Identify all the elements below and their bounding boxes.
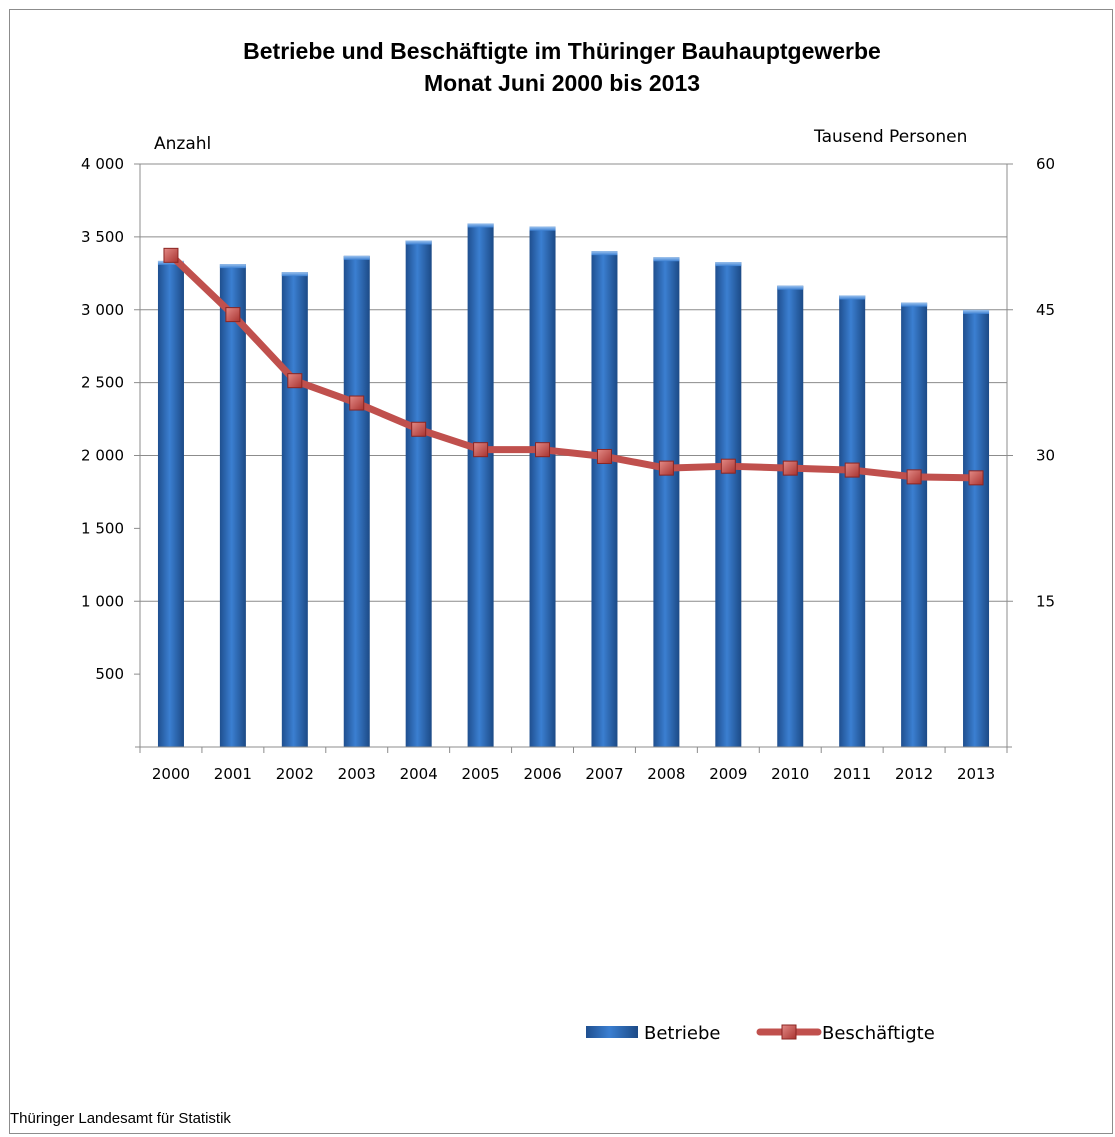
bar-betriebe: [219, 264, 246, 747]
marker-beschaeftigte: [225, 307, 241, 323]
bar-cap: [157, 260, 184, 265]
bar-cap: [467, 223, 494, 228]
x-tick-label: 2013: [957, 765, 995, 783]
bar-cap: [405, 240, 432, 245]
bar-betriebe: [281, 272, 308, 747]
marker-beschaeftigte: [844, 462, 860, 478]
y-axis-right-label: Tausend Personen: [814, 127, 968, 147]
chart-subtitle: Monat Juni 2000 bis 2013: [423, 70, 701, 96]
bar-cap: [653, 257, 680, 262]
bar-betriebe: [529, 226, 556, 748]
bar-cap: [777, 285, 804, 290]
legend-swatch-betriebe: [586, 1026, 638, 1038]
x-tick-label: 2003: [338, 765, 376, 783]
bar-betriebe: [405, 240, 432, 748]
bar-betriebe: [839, 295, 866, 747]
marker-beschaeftigte: [535, 442, 551, 458]
x-tick-label: 2006: [523, 765, 561, 783]
marker-beschaeftigte: [287, 373, 303, 389]
bar-cap: [219, 264, 246, 269]
y-left-tick-label: 2 000: [81, 447, 124, 465]
marker-beschaeftigte: [720, 458, 736, 474]
marker-beschaeftigte: [411, 421, 427, 437]
marker-beschaeftigte: [596, 448, 612, 464]
y-axis-left-label: Anzahl: [154, 134, 212, 154]
y-left-tick-label: 3 500: [81, 228, 124, 246]
x-tick-label: 2007: [585, 765, 623, 783]
y-right-tick-label: 60: [1036, 155, 1055, 173]
y-left-tick-label: 2 500: [81, 374, 124, 392]
x-tick-label: 2011: [833, 765, 871, 783]
y-left-tick-label: 4 000: [81, 155, 124, 173]
y-right-tick-label: 15: [1036, 592, 1055, 610]
bar-betriebe: [343, 255, 370, 747]
x-tick-label: 2005: [462, 765, 500, 783]
x-tick-label: 2000: [152, 765, 190, 783]
y-left-tick-label: 500: [95, 665, 124, 683]
bar-betriebe: [777, 285, 804, 747]
bar-betriebe: [653, 257, 680, 747]
bar-betriebe: [591, 251, 618, 747]
marker-beschaeftigte: [473, 442, 489, 458]
bar-cap: [343, 255, 370, 260]
y-right-tick-label: 45: [1036, 301, 1055, 319]
y-left-tick-label: 1 000: [81, 592, 124, 610]
marker-beschaeftigte: [658, 460, 674, 476]
bar-cap: [281, 272, 308, 277]
bar-betriebe: [157, 260, 184, 747]
marker-beschaeftigte: [906, 469, 922, 485]
marker-beschaeftigte: [349, 395, 365, 411]
legend-label-betriebe: Betriebe: [644, 1023, 720, 1044]
bar-cap: [901, 302, 928, 307]
chart-frame: Betriebe und Beschäftigte im Thüringer B…: [9, 9, 1113, 1134]
legend-marker-beschaeftigte: [781, 1024, 797, 1040]
bar-betriebe: [715, 262, 742, 747]
legend-label-beschaeftigte: Beschäftigte: [822, 1023, 935, 1044]
y-left-tick-label: 1 500: [81, 519, 124, 537]
bar-betriebe: [963, 309, 990, 747]
marker-beschaeftigte: [782, 460, 798, 476]
source-note: Thüringer Landesamt für Statistik: [10, 1110, 231, 1127]
marker-beschaeftigte: [163, 247, 179, 263]
x-tick-label: 2012: [895, 765, 933, 783]
chart-title: Betriebe und Beschäftigte im Thüringer B…: [243, 38, 881, 64]
bar-betriebe: [901, 302, 928, 747]
bar-cap: [591, 251, 618, 256]
x-tick-label: 2001: [214, 765, 252, 783]
x-tick-label: 2009: [709, 765, 747, 783]
bar-cap: [839, 295, 866, 300]
bar-cap: [529, 226, 556, 231]
bar-cap: [715, 262, 742, 267]
marker-beschaeftigte: [968, 470, 984, 486]
x-tick-label: 2008: [647, 765, 685, 783]
y-left-tick-label: 3 000: [81, 301, 124, 319]
bar-betriebe: [467, 223, 494, 747]
line-beschaeftigte: [167, 251, 980, 482]
x-tick-label: 2010: [771, 765, 809, 783]
y-right-tick-label: 30: [1036, 447, 1055, 465]
x-tick-label: 2002: [276, 765, 314, 783]
x-tick-label: 2004: [400, 765, 438, 783]
bar-cap: [963, 309, 990, 314]
